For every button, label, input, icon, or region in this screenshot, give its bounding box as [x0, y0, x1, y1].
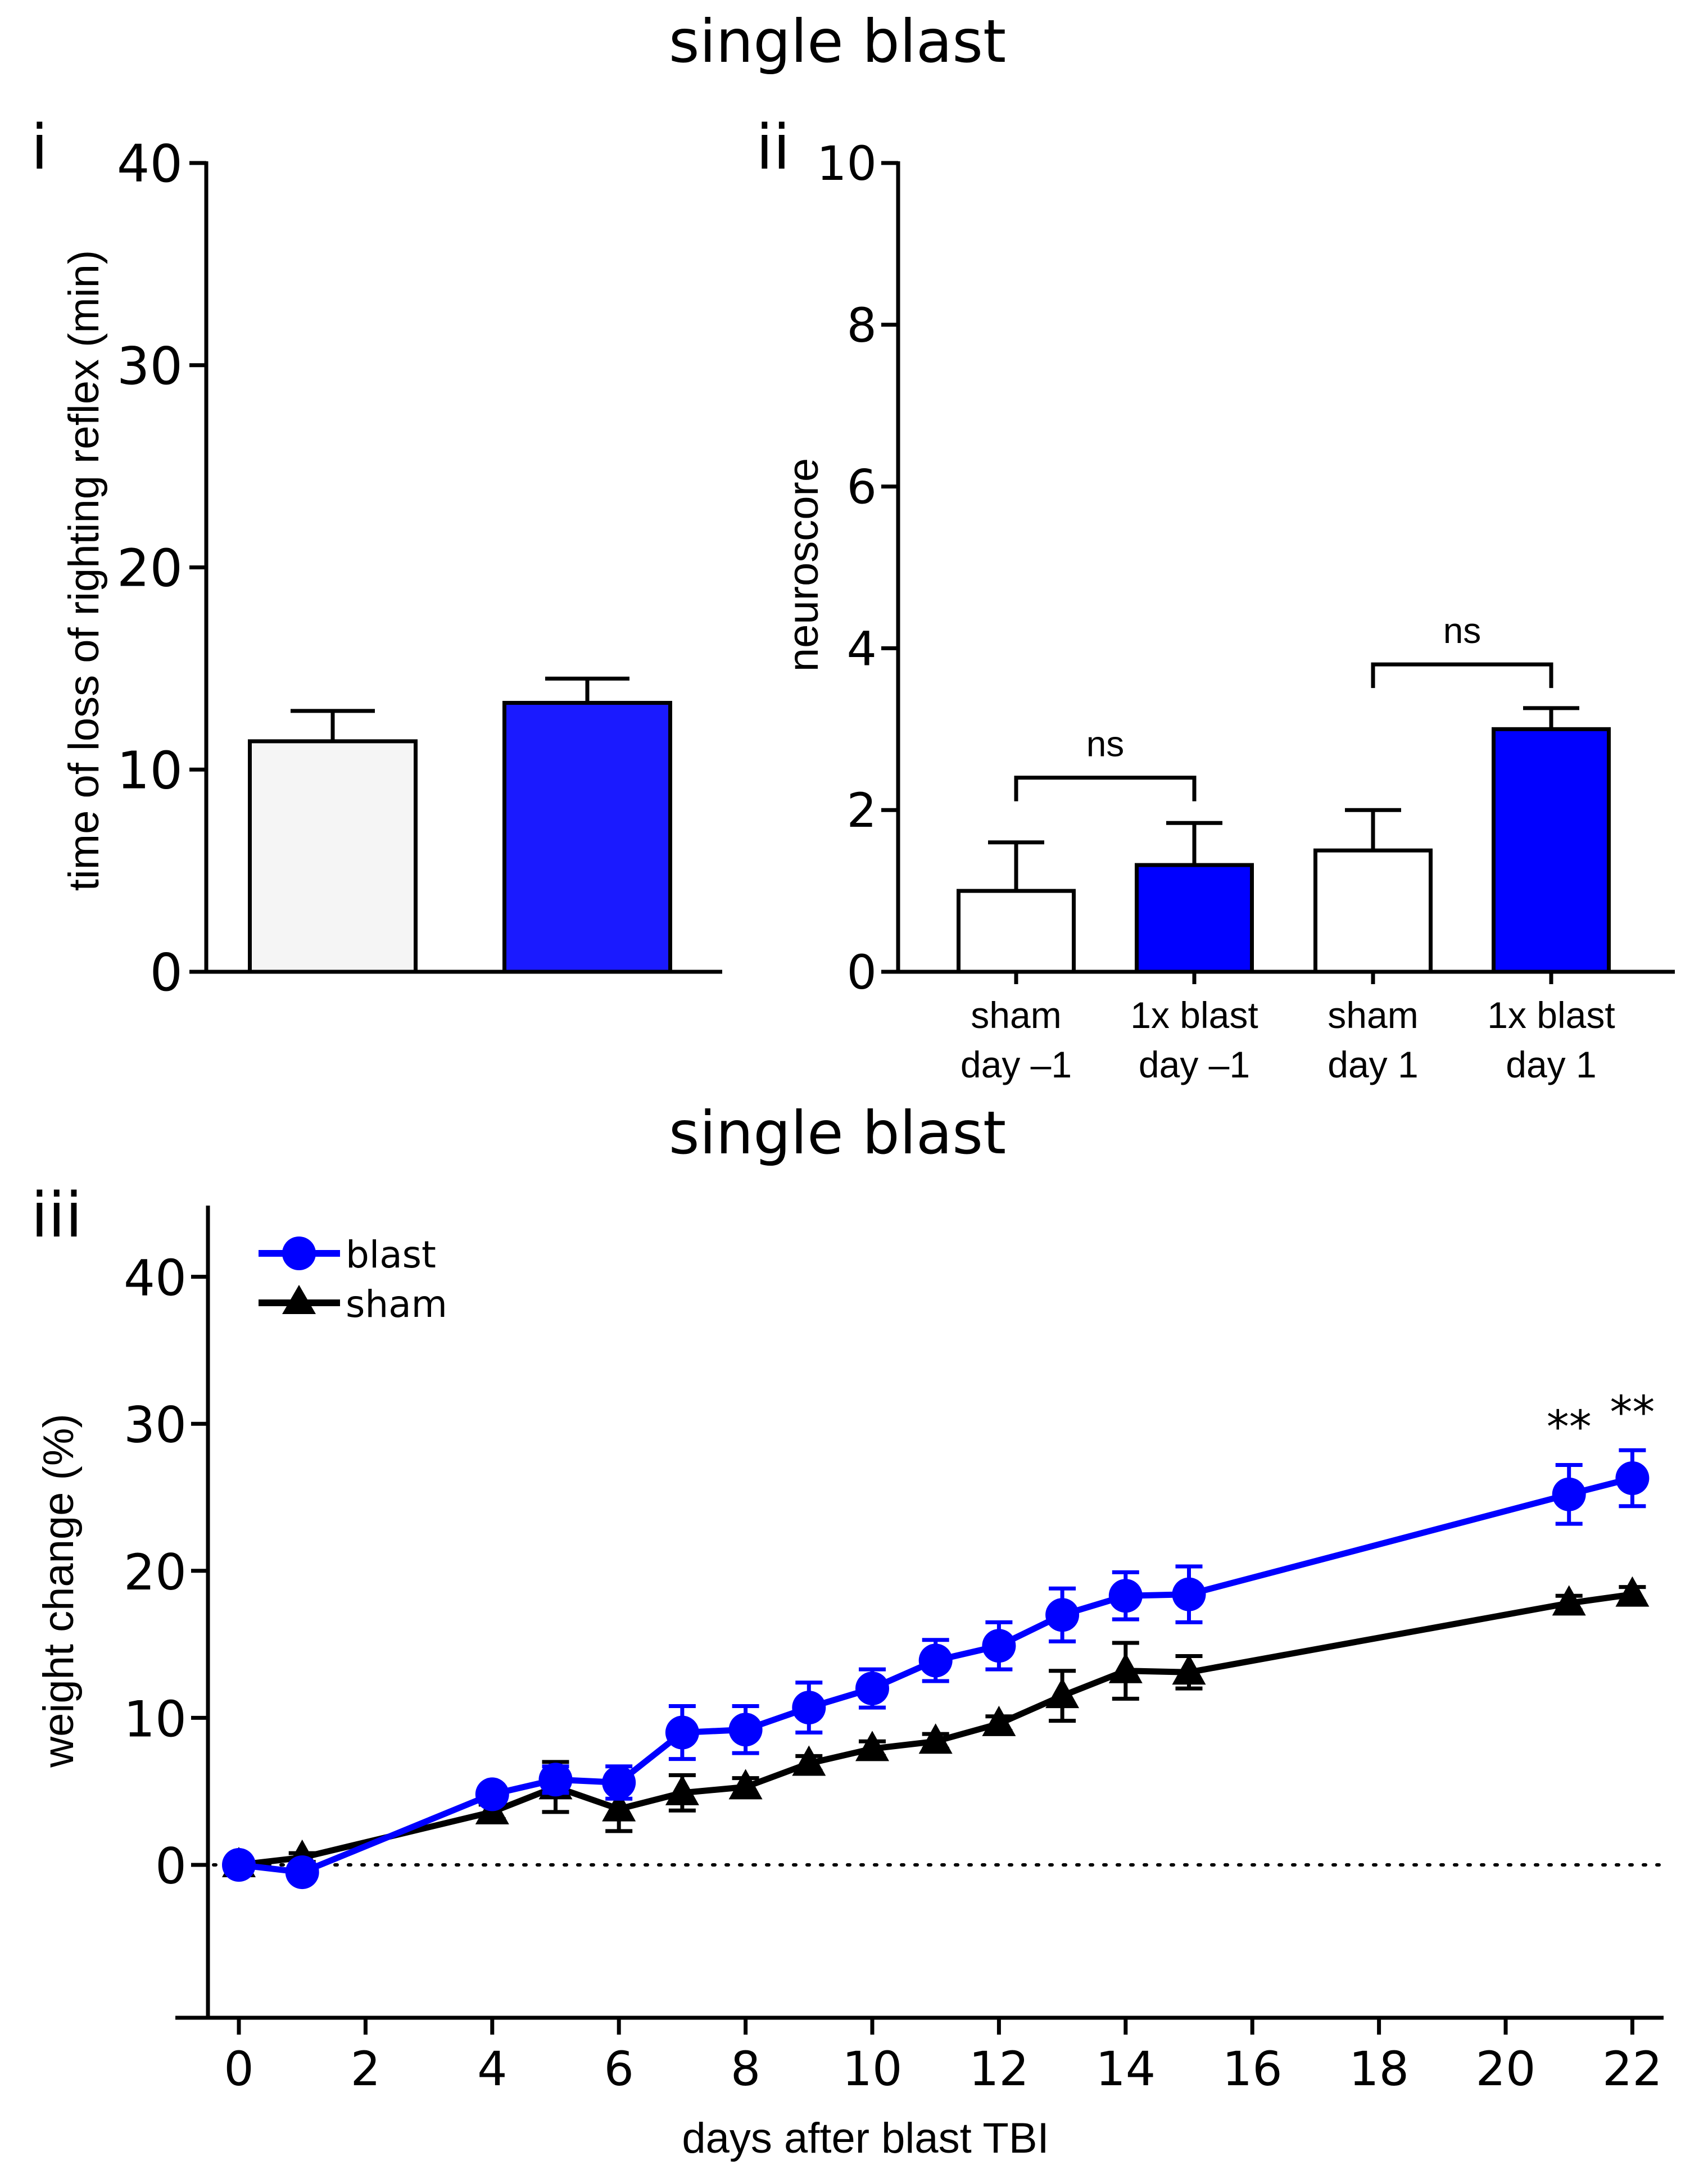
blast-point [1172, 1577, 1206, 1611]
significance-stars: ** [1547, 1401, 1592, 1453]
legend-sham-marker [282, 1285, 316, 1314]
panel-iii-x-tick-label: 2 [351, 2041, 380, 2096]
panel-label-ii: ii [756, 111, 790, 183]
panel-ii-x-tick-label: sham [971, 994, 1061, 1036]
panel-ii-x-tick-label: 1x blast [1130, 994, 1258, 1036]
panel-iii-y-tick-label: 40 [124, 1249, 187, 1307]
panel-i-y-tick-label: 30 [117, 336, 183, 396]
sham-point [855, 1731, 889, 1761]
panel-iii-y-tick-label: 10 [124, 1690, 187, 1748]
blast-point [602, 1765, 636, 1800]
panel-ii-bar [957, 889, 1076, 974]
significance-label: ns [1443, 610, 1482, 651]
blast-point [918, 1643, 953, 1678]
panel-ii-x-tick-label: sham [1328, 994, 1418, 1036]
blast-point [665, 1715, 699, 1750]
legend-blast-marker [282, 1237, 316, 1270]
panel-label-i: i [31, 111, 48, 183]
panel-iii-x-tick-label: 20 [1476, 2041, 1536, 2096]
panel-ii-x-tick-label: day 1 [1506, 1044, 1596, 1085]
blast-point [792, 1691, 826, 1725]
sham-point [1045, 1678, 1080, 1709]
panel-ii-bar [1135, 863, 1254, 974]
panel-i-y-tick-label: 0 [149, 943, 183, 1003]
blast-point [1108, 1579, 1143, 1613]
panel-ii-x-tick-label: day –1 [961, 1044, 1072, 1085]
panel-ii-bar-chart: neuroscore 0 2 4 6 8 10 sham day –1 1x blast day… [780, 136, 1675, 1085]
sham-point [1615, 1576, 1650, 1607]
panel-iii-y-tick-label: 20 [124, 1543, 187, 1601]
panel-iii-x-tick-label: 14 [1095, 2041, 1156, 2096]
panel-ii-y-tick-label: 0 [847, 945, 877, 1000]
sham-point [728, 1769, 763, 1800]
panel-iii-ylabel: weight change (%) [35, 1414, 83, 1768]
sham-point [602, 1791, 636, 1822]
sham-point [665, 1774, 699, 1805]
panel-i-bar-blast [502, 701, 672, 974]
panel-iii-x-tick-label: 4 [477, 2041, 507, 2096]
sham-point [1108, 1652, 1143, 1683]
blast-point [855, 1672, 889, 1706]
sham-point [918, 1723, 953, 1754]
panel-iii-x-tick-label: 18 [1349, 2041, 1409, 2096]
significance-bracket [1014, 776, 1197, 801]
sham-point [1172, 1654, 1206, 1685]
blast-point [475, 1777, 509, 1811]
panel-iii-line-chart: weight change (%) days after blast TBI 0… [35, 1206, 1665, 2162]
panel-iii-x-tick-label: 10 [842, 2041, 903, 2096]
blast-point [1045, 1598, 1080, 1632]
title-bottom: single blast [669, 1099, 1006, 1167]
blast-point [982, 1629, 1016, 1663]
blast-line [238, 1475, 1633, 1876]
panel-iii-y-tick-label: 30 [124, 1396, 187, 1454]
significance-label: ns [1086, 724, 1125, 764]
panel-label-iii: iii [31, 1179, 83, 1251]
panel-iii-x-tick-label: 12 [969, 2041, 1029, 2096]
panel-iii-x-tick-label: 16 [1222, 2041, 1283, 2096]
panel-ii-x-tick-label: day –1 [1139, 1044, 1250, 1085]
sham-point [982, 1705, 1016, 1736]
panel-ii-x-tick-label: day 1 [1328, 1044, 1418, 1085]
panel-ii-y-tick-label: 6 [847, 460, 877, 515]
series-sham [222, 1576, 1650, 1877]
panel-ii-y-tick-label: 2 [847, 783, 877, 838]
panel-iii-y-tick-label: 0 [155, 1837, 187, 1895]
sham-line [238, 1591, 1633, 1868]
panel-ii-y-tick-label: 8 [847, 298, 877, 353]
significance-bracket [1371, 662, 1553, 689]
series-blast [222, 1448, 1650, 1890]
panel-iii-x-tick-label: 6 [604, 2041, 633, 2096]
legend: blast sham [259, 1233, 447, 1326]
sham-point [1552, 1585, 1586, 1616]
panel-iii-xlabel: days after blast TBI [682, 2114, 1049, 2162]
blast-point [285, 1855, 319, 1890]
blast-point [538, 1763, 573, 1797]
panel-i-y-tick-label: 20 [117, 538, 183, 599]
panel-ii-x-tick-label: 1x blast [1487, 994, 1615, 1036]
blast-point [728, 1713, 763, 1747]
panel-i-bar-chart: time of loss of righting reflex (min) 0 1… [60, 134, 722, 1003]
panel-i-y-tick-label: 10 [117, 740, 183, 800]
panel-ii-bar [1492, 727, 1611, 974]
blast-point [1552, 1477, 1586, 1511]
blast-point [1615, 1461, 1650, 1495]
panel-iii-x-tick-label: 8 [731, 2041, 760, 2096]
panel-iii-x-tick-label: 0 [224, 2041, 253, 2096]
panel-i-ylabel: time of loss of righting reflex (min) [60, 250, 108, 891]
blast-point [222, 1848, 256, 1882]
panel-iii-x-tick-label: 22 [1602, 2041, 1662, 2096]
panel-i-bar-sham [248, 739, 418, 974]
panel-ii-bar [1313, 848, 1433, 974]
sham-point [792, 1745, 826, 1776]
panel-ii-y-tick-label: 4 [847, 621, 877, 676]
panel-i-y-tick-label: 40 [117, 134, 183, 194]
panel-ii-ylabel: neuroscore [780, 458, 827, 672]
legend-sham-label: sham [346, 1283, 447, 1326]
legend-blast-label: blast [346, 1233, 436, 1276]
panel-ii-y-tick-label: 10 [817, 136, 877, 191]
title-top: single blast [669, 7, 1006, 76]
significance-stars: ** [1610, 1386, 1655, 1438]
